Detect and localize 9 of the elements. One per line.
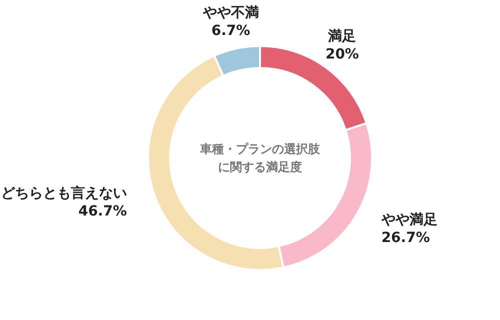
data-label: 6.7% <box>211 23 250 40</box>
data-label: 26.7% <box>381 230 430 246</box>
slice-label: どちらとも言えない <box>0 184 127 202</box>
slice-label: 満足 <box>327 28 356 45</box>
data-label: 46.7% <box>78 203 127 220</box>
slice-label: やや不満 <box>202 5 259 22</box>
slice-label: やや満足 <box>380 212 438 228</box>
data-label: 20% <box>325 46 359 63</box>
text: 車種・プランの選択肢に関する満足度 <box>199 142 321 174</box>
